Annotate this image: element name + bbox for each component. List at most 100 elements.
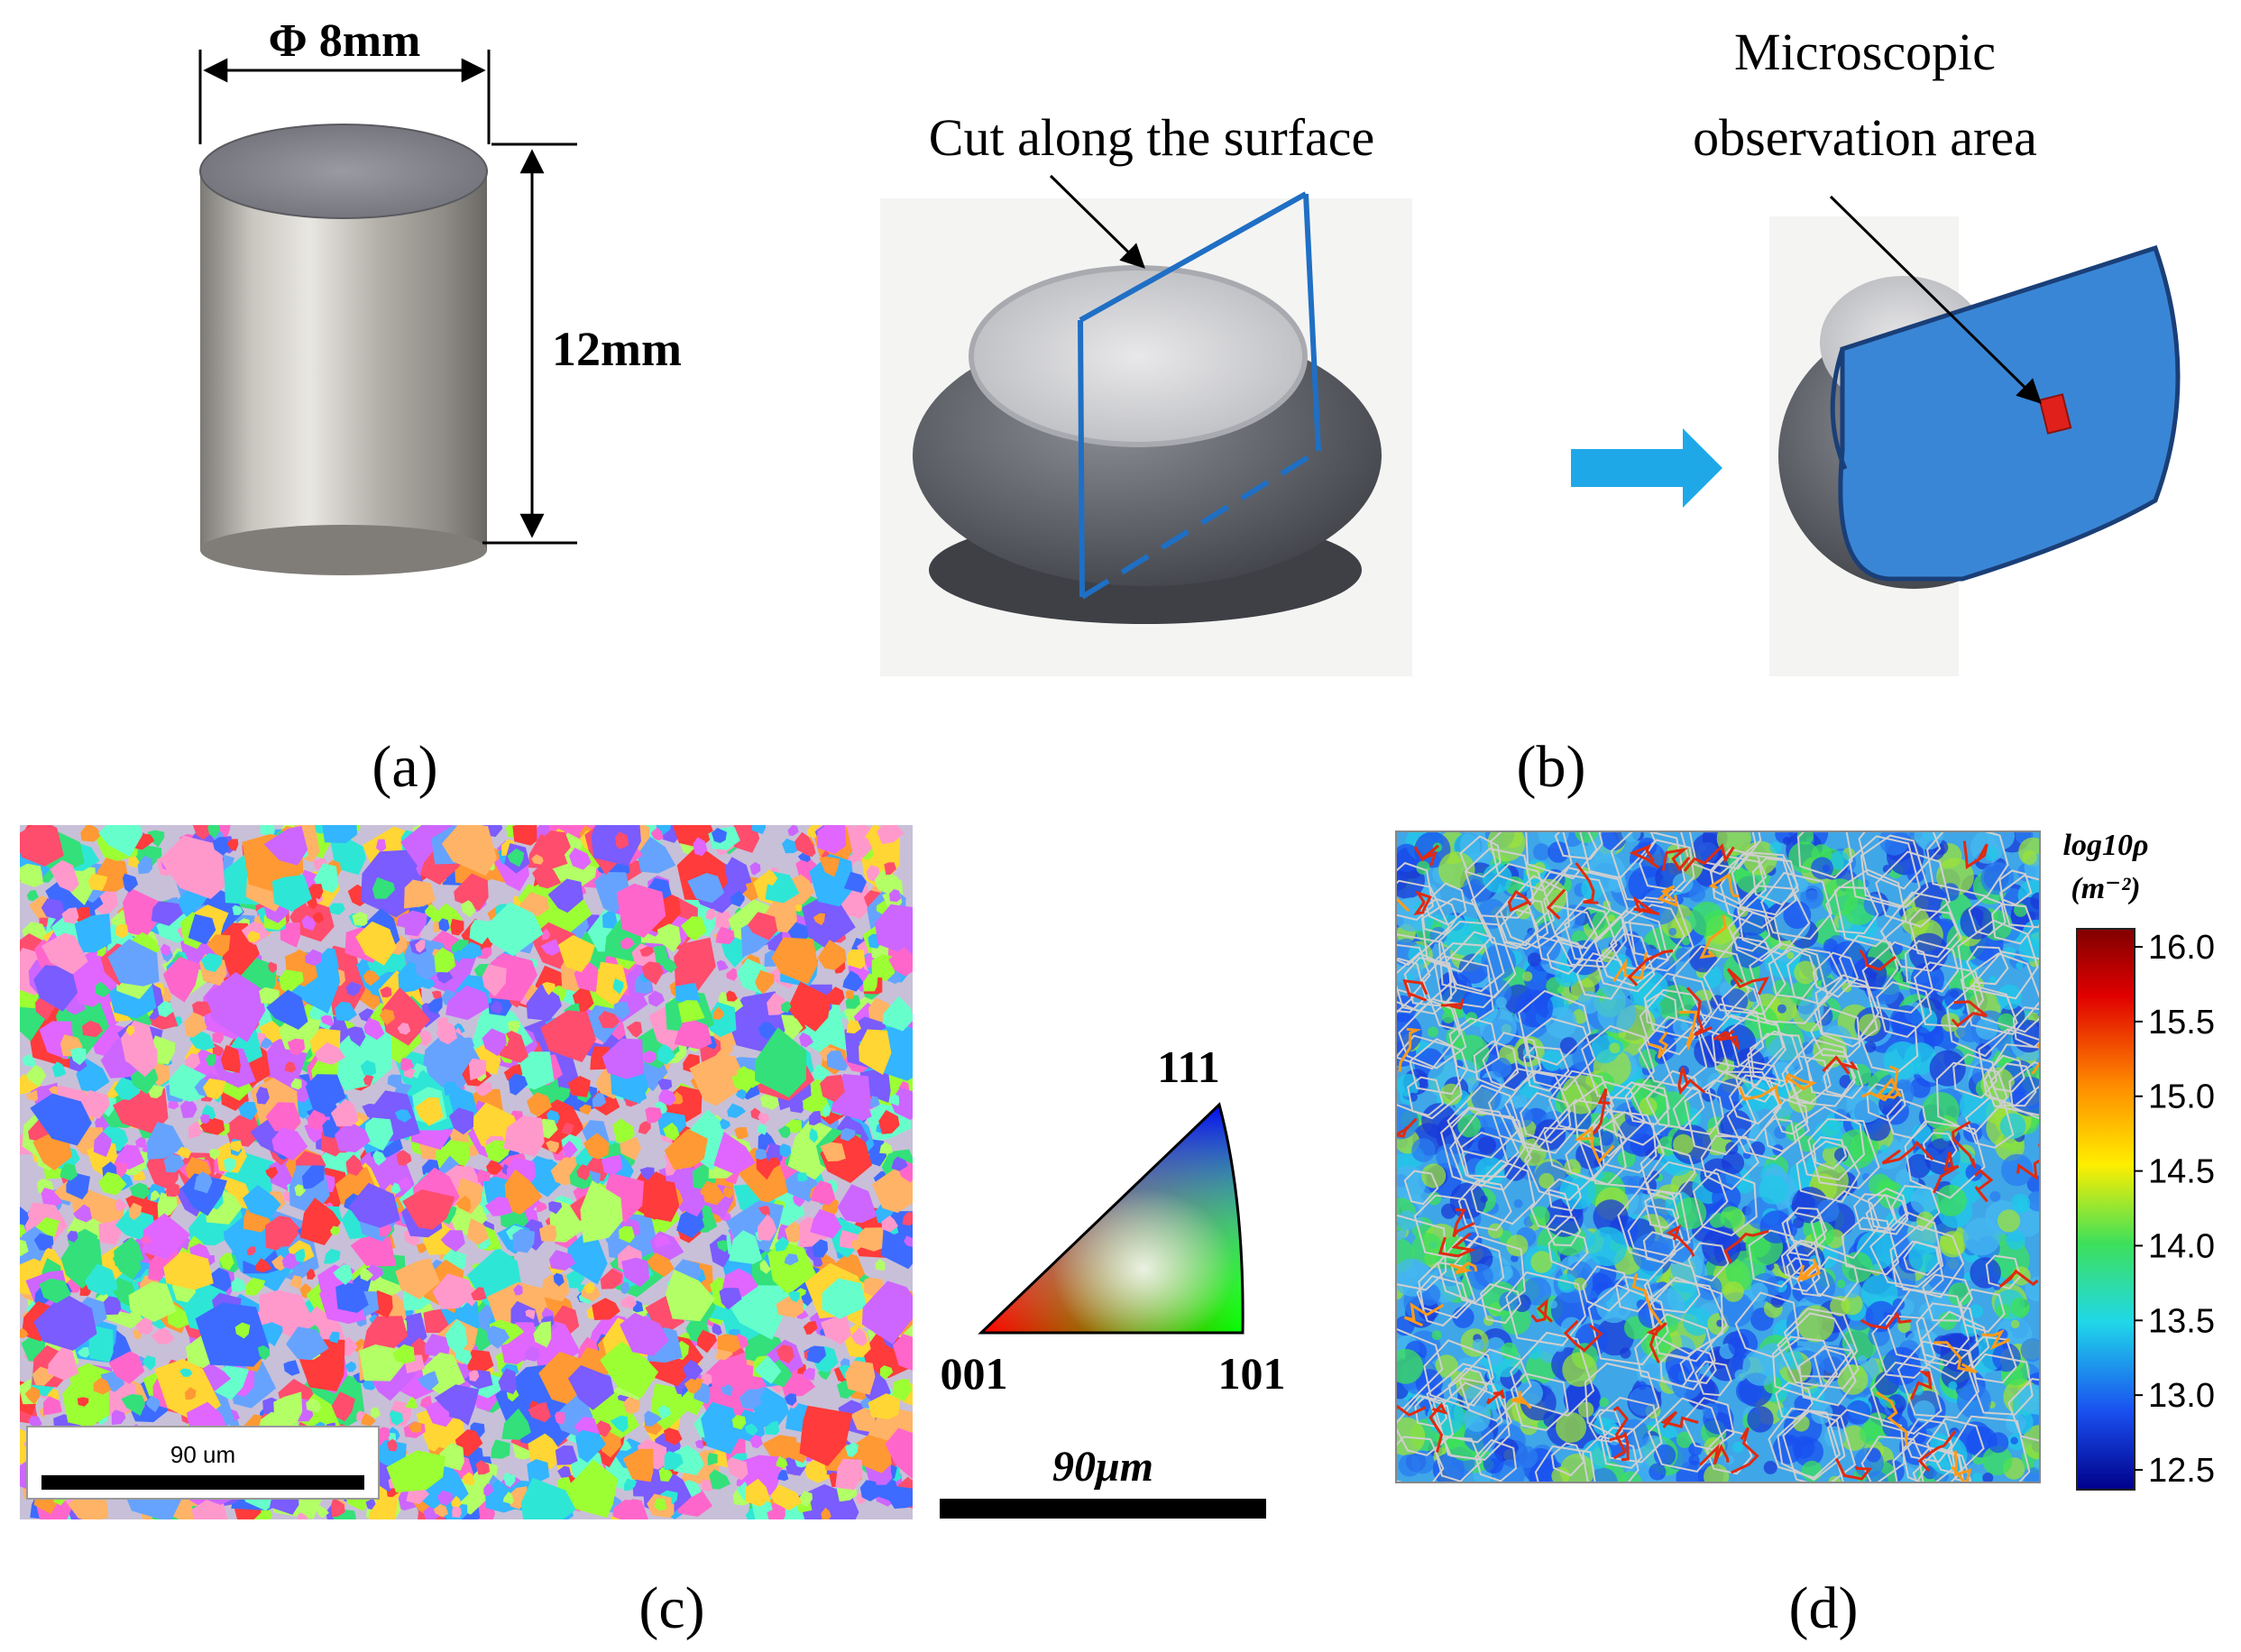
grain-boundary	[1912, 1446, 1972, 1482]
grain	[324, 1248, 341, 1264]
grain	[722, 1187, 734, 1199]
grain	[469, 1370, 480, 1381]
grain-boundary	[1474, 1438, 1518, 1482]
grain	[846, 1020, 861, 1034]
density-patch	[1742, 1348, 1780, 1386]
grain	[482, 902, 544, 957]
grain	[555, 1411, 565, 1425]
grain	[259, 987, 280, 1004]
density-patch	[1783, 901, 1812, 929]
density-patch	[1982, 1446, 2013, 1476]
density-patch	[1689, 901, 1724, 937]
grain	[163, 1153, 185, 1173]
grain	[726, 990, 738, 1002]
grain	[25, 1089, 39, 1102]
grain	[592, 1092, 607, 1107]
second-scalebar-label: 90μm	[1052, 1443, 1153, 1491]
grain	[20, 863, 43, 887]
grain	[600, 1268, 623, 1289]
grain-boundary	[1433, 942, 1500, 1009]
grain-boundary	[1525, 831, 1598, 880]
density-patch	[1759, 1210, 1793, 1244]
density-patch	[1428, 1026, 1439, 1038]
grain	[662, 958, 677, 973]
grain-boundary	[1639, 839, 1695, 893]
high-density-band	[1678, 1010, 1698, 1051]
grain	[657, 1405, 671, 1419]
density-patch	[1411, 1138, 1436, 1162]
density-patch	[2010, 1297, 2030, 1317]
high-density-band	[1962, 840, 1988, 870]
grain	[80, 825, 103, 842]
grain	[850, 1240, 863, 1252]
colorbar-tick-label: 14.5	[2148, 1153, 2215, 1191]
grain	[821, 1314, 851, 1345]
height-dimension	[482, 142, 577, 545]
density-patch	[1721, 1152, 1745, 1175]
grain	[290, 1275, 302, 1289]
observation-label-line2: observation area	[1693, 108, 2037, 167]
density-patch	[2034, 1458, 2040, 1470]
density-patch	[1492, 1057, 1512, 1078]
grain-boundary	[1960, 952, 2040, 1036]
grain-boundary	[1396, 957, 1427, 1014]
grain-boundary	[1504, 1069, 1592, 1154]
grain	[761, 1501, 773, 1513]
density-patch	[1396, 1165, 1427, 1200]
grain	[532, 863, 562, 889]
grain-boundary	[1989, 1062, 2037, 1107]
density-patch	[1617, 1150, 1636, 1168]
density-patch	[1676, 1431, 1694, 1448]
density-patch	[1988, 1432, 2009, 1454]
grain	[415, 1097, 444, 1126]
high-density-band	[1402, 979, 1428, 1002]
grain-boundary	[1947, 1415, 2031, 1482]
grain	[821, 1507, 831, 1519]
density-patch	[1649, 1463, 1667, 1481]
grain-boundary	[1858, 831, 1942, 890]
grain-boundary	[1588, 1409, 1624, 1443]
grain	[561, 1122, 574, 1135]
grain-boundary	[1407, 1076, 1445, 1116]
panel-d: 16.015.515.014.514.013.513.012.5 log10ρ …	[1395, 829, 2215, 1641]
grain	[694, 1439, 705, 1449]
density-patch	[1988, 976, 1998, 984]
density-patch	[1906, 1153, 1931, 1179]
grain	[787, 981, 831, 1032]
grain	[281, 1253, 300, 1270]
grain-boundary	[1510, 1372, 1569, 1432]
density-patch	[1562, 1352, 1597, 1387]
grain	[390, 1182, 401, 1194]
grain	[363, 1075, 374, 1087]
density-patch	[1673, 1133, 1695, 1155]
grain	[850, 1407, 876, 1433]
grain	[443, 1081, 460, 1097]
grain	[84, 1089, 110, 1119]
grain	[619, 1225, 635, 1244]
grain	[684, 1377, 703, 1394]
grain	[166, 1181, 180, 1198]
grain	[379, 1008, 395, 1025]
grain-boundary	[1421, 955, 1494, 1032]
grain	[301, 1165, 326, 1189]
grain	[556, 1087, 571, 1103]
grain	[312, 912, 324, 923]
grain	[330, 1098, 359, 1127]
grain-boundary	[1470, 1159, 1536, 1225]
density-patch	[1901, 906, 1930, 935]
grain	[884, 862, 896, 876]
grain	[739, 1389, 762, 1409]
grain	[904, 1235, 913, 1247]
grain	[212, 837, 230, 856]
density-patch	[2024, 1466, 2040, 1482]
grain	[88, 1326, 114, 1363]
density-patch	[1822, 864, 1831, 873]
grain	[835, 1458, 863, 1491]
high-density-band	[1657, 885, 1678, 908]
high-density-band	[1546, 888, 1566, 920]
grain	[676, 1209, 705, 1238]
density-patch	[1970, 1257, 2001, 1289]
grain	[220, 1044, 241, 1073]
grain-boundary	[1524, 1126, 1603, 1201]
grain-boundary	[1810, 1007, 1861, 1058]
